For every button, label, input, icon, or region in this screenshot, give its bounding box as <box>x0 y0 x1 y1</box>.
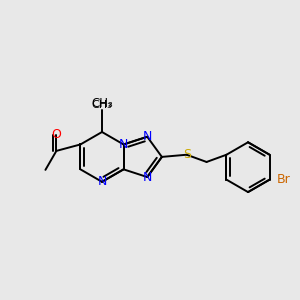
Text: CH₃: CH₃ <box>91 97 113 110</box>
Text: S: S <box>183 148 191 161</box>
Text: O: O <box>51 128 61 141</box>
Text: N: N <box>119 138 128 151</box>
Text: Br: Br <box>277 173 291 186</box>
Text: N: N <box>142 170 152 184</box>
Text: N: N <box>97 175 107 188</box>
Text: N: N <box>142 130 152 143</box>
Text: CH₃: CH₃ <box>92 100 112 110</box>
